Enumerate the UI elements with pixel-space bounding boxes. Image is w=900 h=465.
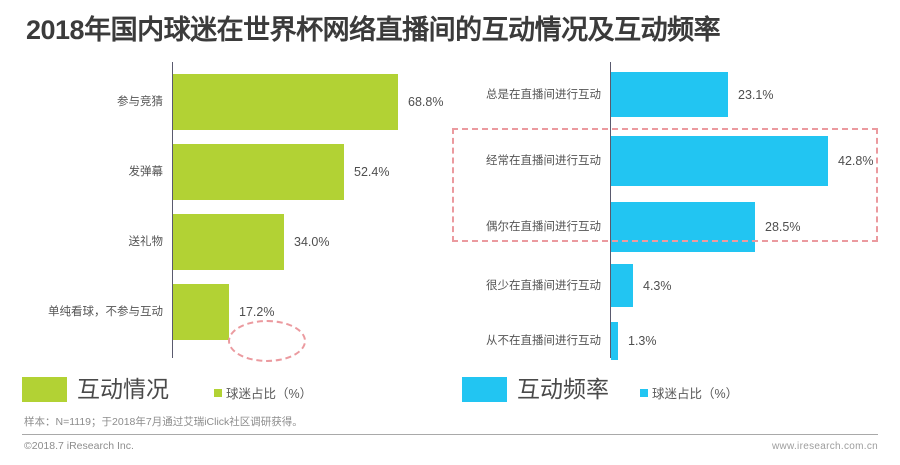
footer-divider bbox=[22, 434, 878, 435]
category-label: 从不在直播间进行互动 bbox=[486, 335, 601, 347]
bar-row: 参与竞猜 68.8% bbox=[0, 74, 450, 130]
chart-panel-interaction-frequency: 总是在直播间进行互动 23.1% 经常在直播间进行互动 42.8% 偶尔在直播间… bbox=[450, 60, 900, 360]
category-label: 送礼物 bbox=[128, 236, 164, 248]
bar-value-label: 4.3% bbox=[643, 279, 672, 293]
bar-segment bbox=[173, 74, 398, 130]
series-legend: 球迷占比（%） bbox=[214, 383, 312, 402]
copyright-text: ©2018.7 iResearch Inc. bbox=[24, 440, 134, 452]
bar-row: 送礼物 34.0% bbox=[0, 214, 450, 270]
bar-row: 从不在直播间进行互动 1.3% bbox=[450, 322, 900, 360]
bar-segment bbox=[611, 202, 755, 252]
source-url: www.iresearch.com.cn bbox=[771, 441, 878, 452]
bar-row: 单纯看球，不参与互动 17.2% bbox=[0, 284, 450, 340]
chart-panel-interaction-type: 参与竞猜 68.8% 发弹幕 52.4% 送礼物 34.0% 单纯看球，不参与互… bbox=[0, 60, 450, 360]
category-label: 发弹幕 bbox=[128, 166, 164, 178]
bar-value-label: 34.0% bbox=[294, 235, 330, 249]
category-label: 总是在直播间进行互动 bbox=[486, 89, 601, 101]
legend-color-swatch bbox=[462, 377, 507, 402]
axis-line-right bbox=[610, 62, 611, 358]
bar-value-label: 1.3% bbox=[628, 334, 657, 348]
bar-value-label: 42.8% bbox=[838, 154, 874, 168]
bar-value-label: 28.5% bbox=[765, 220, 801, 234]
series-legend-label: 球迷占比（%） bbox=[226, 387, 313, 401]
category-label: 偶尔在直播间进行互动 bbox=[486, 221, 601, 233]
bar-value-label: 23.1% bbox=[738, 88, 774, 102]
bar-row: 发弹幕 52.4% bbox=[0, 144, 450, 200]
sample-note: 样本：N=1119；于2018年7月通过艾瑞iClick社区调研获得。 bbox=[24, 416, 303, 428]
legend-title: 互动频率 bbox=[517, 376, 609, 402]
bar-value-label: 52.4% bbox=[354, 165, 390, 179]
category-label: 很少在直播间进行互动 bbox=[486, 280, 601, 292]
page-title: 2018年国内球迷在世界杯网络直播间的互动情况及互动频率 bbox=[26, 15, 721, 45]
series-marker-icon bbox=[214, 388, 222, 397]
series-legend-label: 球迷占比（%） bbox=[652, 387, 739, 401]
bar-segment bbox=[611, 322, 618, 360]
bar-value-label: 68.8% bbox=[408, 95, 444, 109]
category-label: 参与竞猜 bbox=[117, 96, 163, 108]
bar-segment bbox=[611, 264, 633, 307]
category-label: 单纯看球，不参与互动 bbox=[48, 306, 163, 318]
series-legend: 球迷占比（%） bbox=[640, 383, 738, 402]
legend-color-swatch bbox=[22, 377, 67, 402]
bar-row: 经常在直播间进行互动 42.8% bbox=[450, 136, 900, 186]
bar-segment bbox=[173, 214, 284, 270]
legend-title: 互动情况 bbox=[77, 376, 169, 402]
bar-row: 总是在直播间进行互动 23.1% bbox=[450, 72, 900, 117]
bar-segment bbox=[173, 284, 229, 340]
bar-segment bbox=[611, 72, 728, 117]
category-label: 经常在直播间进行互动 bbox=[486, 155, 601, 167]
bar-segment bbox=[611, 136, 828, 186]
bar-segment bbox=[173, 144, 344, 200]
axis-line-left bbox=[172, 62, 173, 358]
bar-row: 偶尔在直播间进行互动 28.5% bbox=[450, 202, 900, 252]
bar-value-label: 17.2% bbox=[239, 305, 275, 319]
bar-row: 很少在直播间进行互动 4.3% bbox=[450, 264, 900, 307]
series-marker-icon bbox=[640, 388, 648, 397]
